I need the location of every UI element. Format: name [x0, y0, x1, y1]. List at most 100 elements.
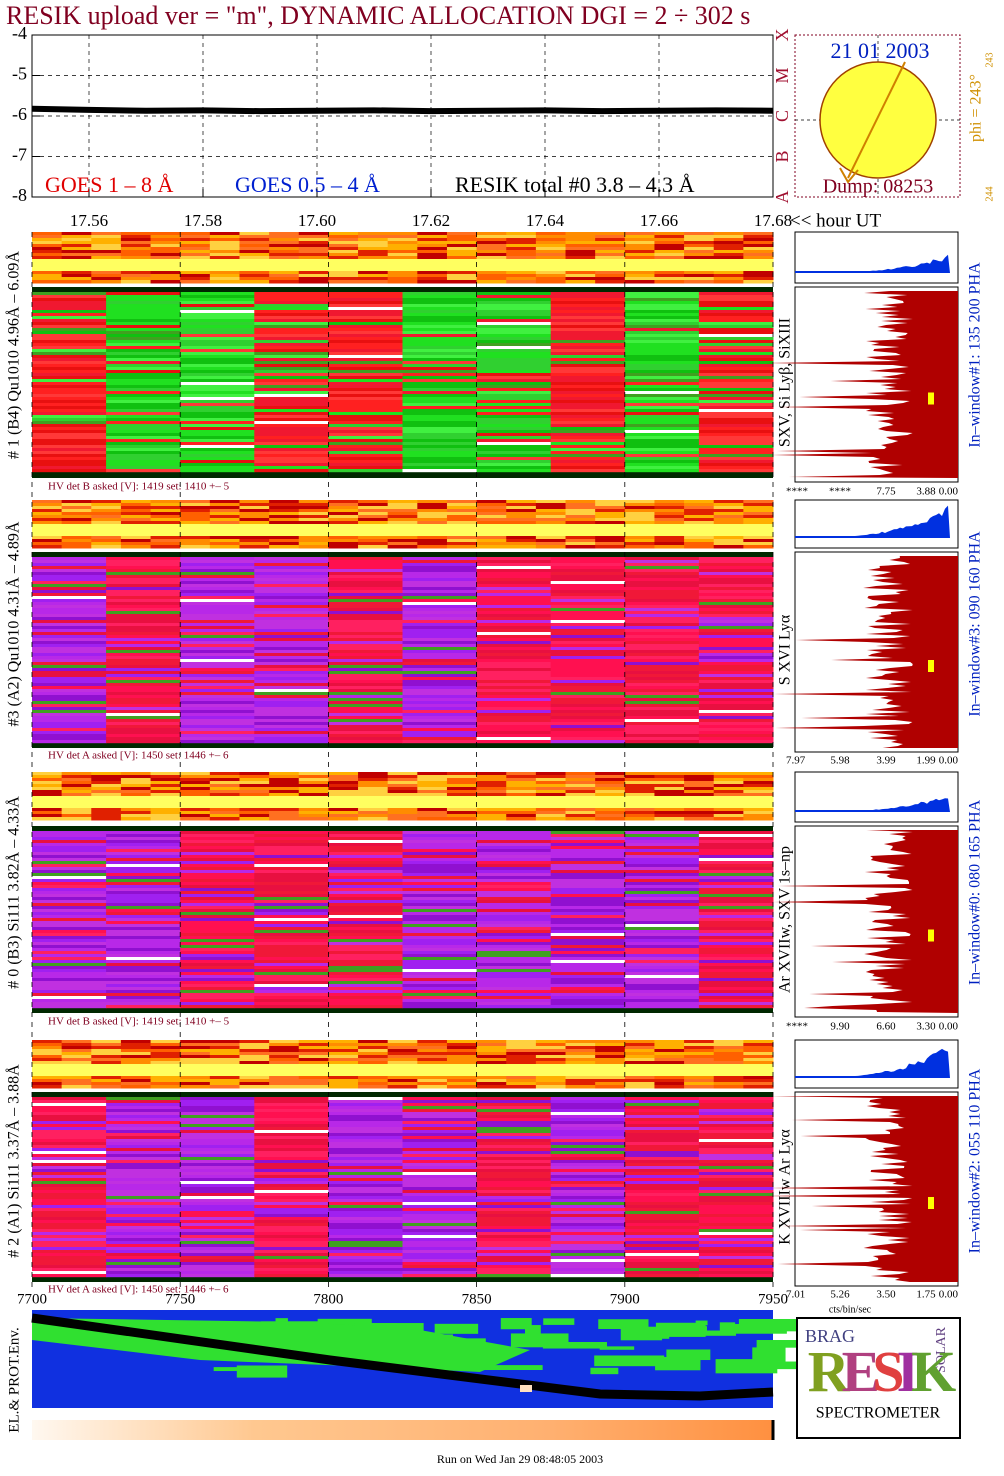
spectrogram-cell: [698, 1238, 774, 1242]
spectrogram-cell: [180, 1172, 255, 1176]
spectrogram-cell: [106, 1118, 181, 1122]
strip-cell: [624, 518, 655, 522]
strip-cell: [328, 814, 359, 818]
spectrogram-cell: [32, 1106, 107, 1110]
spectrogram-cell: [698, 960, 774, 964]
strip-cell: [32, 1067, 63, 1071]
strip-cell: [358, 241, 389, 245]
spectrogram-cell: [476, 891, 552, 895]
spectrogram-cell: [328, 590, 403, 594]
spectrogram-cell: [106, 307, 181, 311]
strip-cell: [684, 530, 715, 534]
strip-cell: [535, 235, 567, 239]
spectrogram-cell: [254, 689, 329, 693]
spectrogram-cell: [550, 370, 626, 374]
spectrogram-cell: [550, 656, 626, 660]
detector-label: #3 (A2) Qu1010 4.31Å – 4.89Å: [5, 521, 23, 726]
spectrogram-cell: [698, 713, 774, 717]
spectrogram-cell: [550, 593, 626, 597]
spectrogram-cell: [328, 433, 403, 437]
spectrogram-cell: [32, 885, 107, 889]
spectrogram-cell: [106, 656, 181, 660]
strip-cell: [654, 772, 685, 776]
spectrogram-cell: [32, 1103, 107, 1107]
spectrogram-cell: [402, 424, 478, 428]
strip-cell: [506, 280, 537, 284]
strip-cell: [32, 509, 63, 513]
spectrogram-cell: [402, 662, 478, 666]
strip-cell: [91, 253, 122, 257]
strip-cell: [61, 1046, 92, 1050]
spectrogram-cell: [402, 725, 478, 729]
strip-cell: [120, 784, 152, 788]
strip-cell: [269, 265, 300, 269]
strip-cell: [446, 271, 478, 275]
strip-cell: [239, 1046, 270, 1050]
spectrogram-cell: [402, 451, 478, 455]
strip-cell: [269, 805, 300, 809]
strip-cell: [654, 1043, 685, 1047]
spectrogram-cell: [32, 427, 107, 431]
spectrogram-cell: [550, 671, 626, 675]
spectrogram-cell: [624, 325, 700, 329]
spectrogram-cell: [698, 987, 774, 991]
strip-cell: [713, 775, 744, 779]
strip-cell: [358, 232, 389, 236]
spectrogram-cell: [32, 349, 107, 353]
spectrogram-cell: [106, 328, 181, 332]
spectrogram-cell: [106, 626, 181, 630]
spectrogram-cell: [476, 1205, 552, 1209]
spectrogram-cell: [402, 1097, 478, 1101]
spectrogram-cell: [550, 614, 626, 618]
spectrogram-cell: [402, 304, 478, 308]
spectrogram-cell: [476, 587, 552, 591]
spectrogram-cell: [624, 596, 700, 600]
spectrogram-cell: [180, 831, 255, 835]
strip-cell: [684, 506, 715, 510]
spectrogram-cell: [550, 1199, 626, 1203]
spectrogram-cell: [180, 1154, 255, 1158]
spectrogram-cell: [624, 888, 700, 892]
spectrogram-cell: [32, 698, 107, 702]
strip-cell: [328, 524, 359, 528]
spectrogram-cell: [402, 719, 478, 723]
spectrogram-cell: [180, 1106, 255, 1110]
spectrogram-cell: [254, 942, 329, 946]
spectrogram-cell: [402, 984, 478, 988]
spectrogram-cell: [32, 391, 107, 395]
strip-cell: [32, 793, 63, 797]
strip-cell: [743, 232, 774, 236]
strip-cell: [328, 1070, 359, 1074]
strip-cell: [446, 1070, 478, 1074]
strip-cell: [743, 1073, 774, 1077]
spectrogram-cell: [328, 993, 403, 997]
spectrogram-cell: [698, 325, 774, 329]
strip-cell: [328, 527, 359, 531]
spectrogram-cell: [550, 1208, 626, 1212]
spectrogram-cell: [624, 903, 700, 907]
spectrogram-cell: [328, 1232, 403, 1236]
spectrogram-cell: [402, 620, 478, 624]
strip-cell: [713, 280, 744, 284]
spectrogram-cell: [106, 298, 181, 302]
spectrogram-cell: [550, 942, 626, 946]
spectrogram-cell: [106, 873, 181, 877]
spectrogram-cell: [106, 972, 181, 976]
spectrogram-cell: [476, 945, 552, 949]
spectrogram-cell: [550, 560, 626, 564]
spectrogram-cell: [180, 942, 255, 946]
spectrogram-cell: [328, 903, 403, 907]
spectrogram-cell: [550, 415, 626, 419]
strip-cell: [180, 1061, 211, 1065]
spectrogram-cell: [476, 373, 552, 377]
spectrogram-cell: [698, 382, 774, 386]
spectrogram-cell: [254, 1262, 329, 1266]
strip-cell: [150, 280, 181, 284]
strip-cell: [476, 1076, 507, 1080]
spectrogram-cell: [328, 1262, 403, 1266]
strip-cell: [743, 539, 774, 543]
spectrogram-cell: [550, 557, 626, 561]
spectrogram-cell: [624, 560, 700, 564]
spectrogram-cell: [550, 310, 626, 314]
strip-cell: [239, 1067, 270, 1071]
